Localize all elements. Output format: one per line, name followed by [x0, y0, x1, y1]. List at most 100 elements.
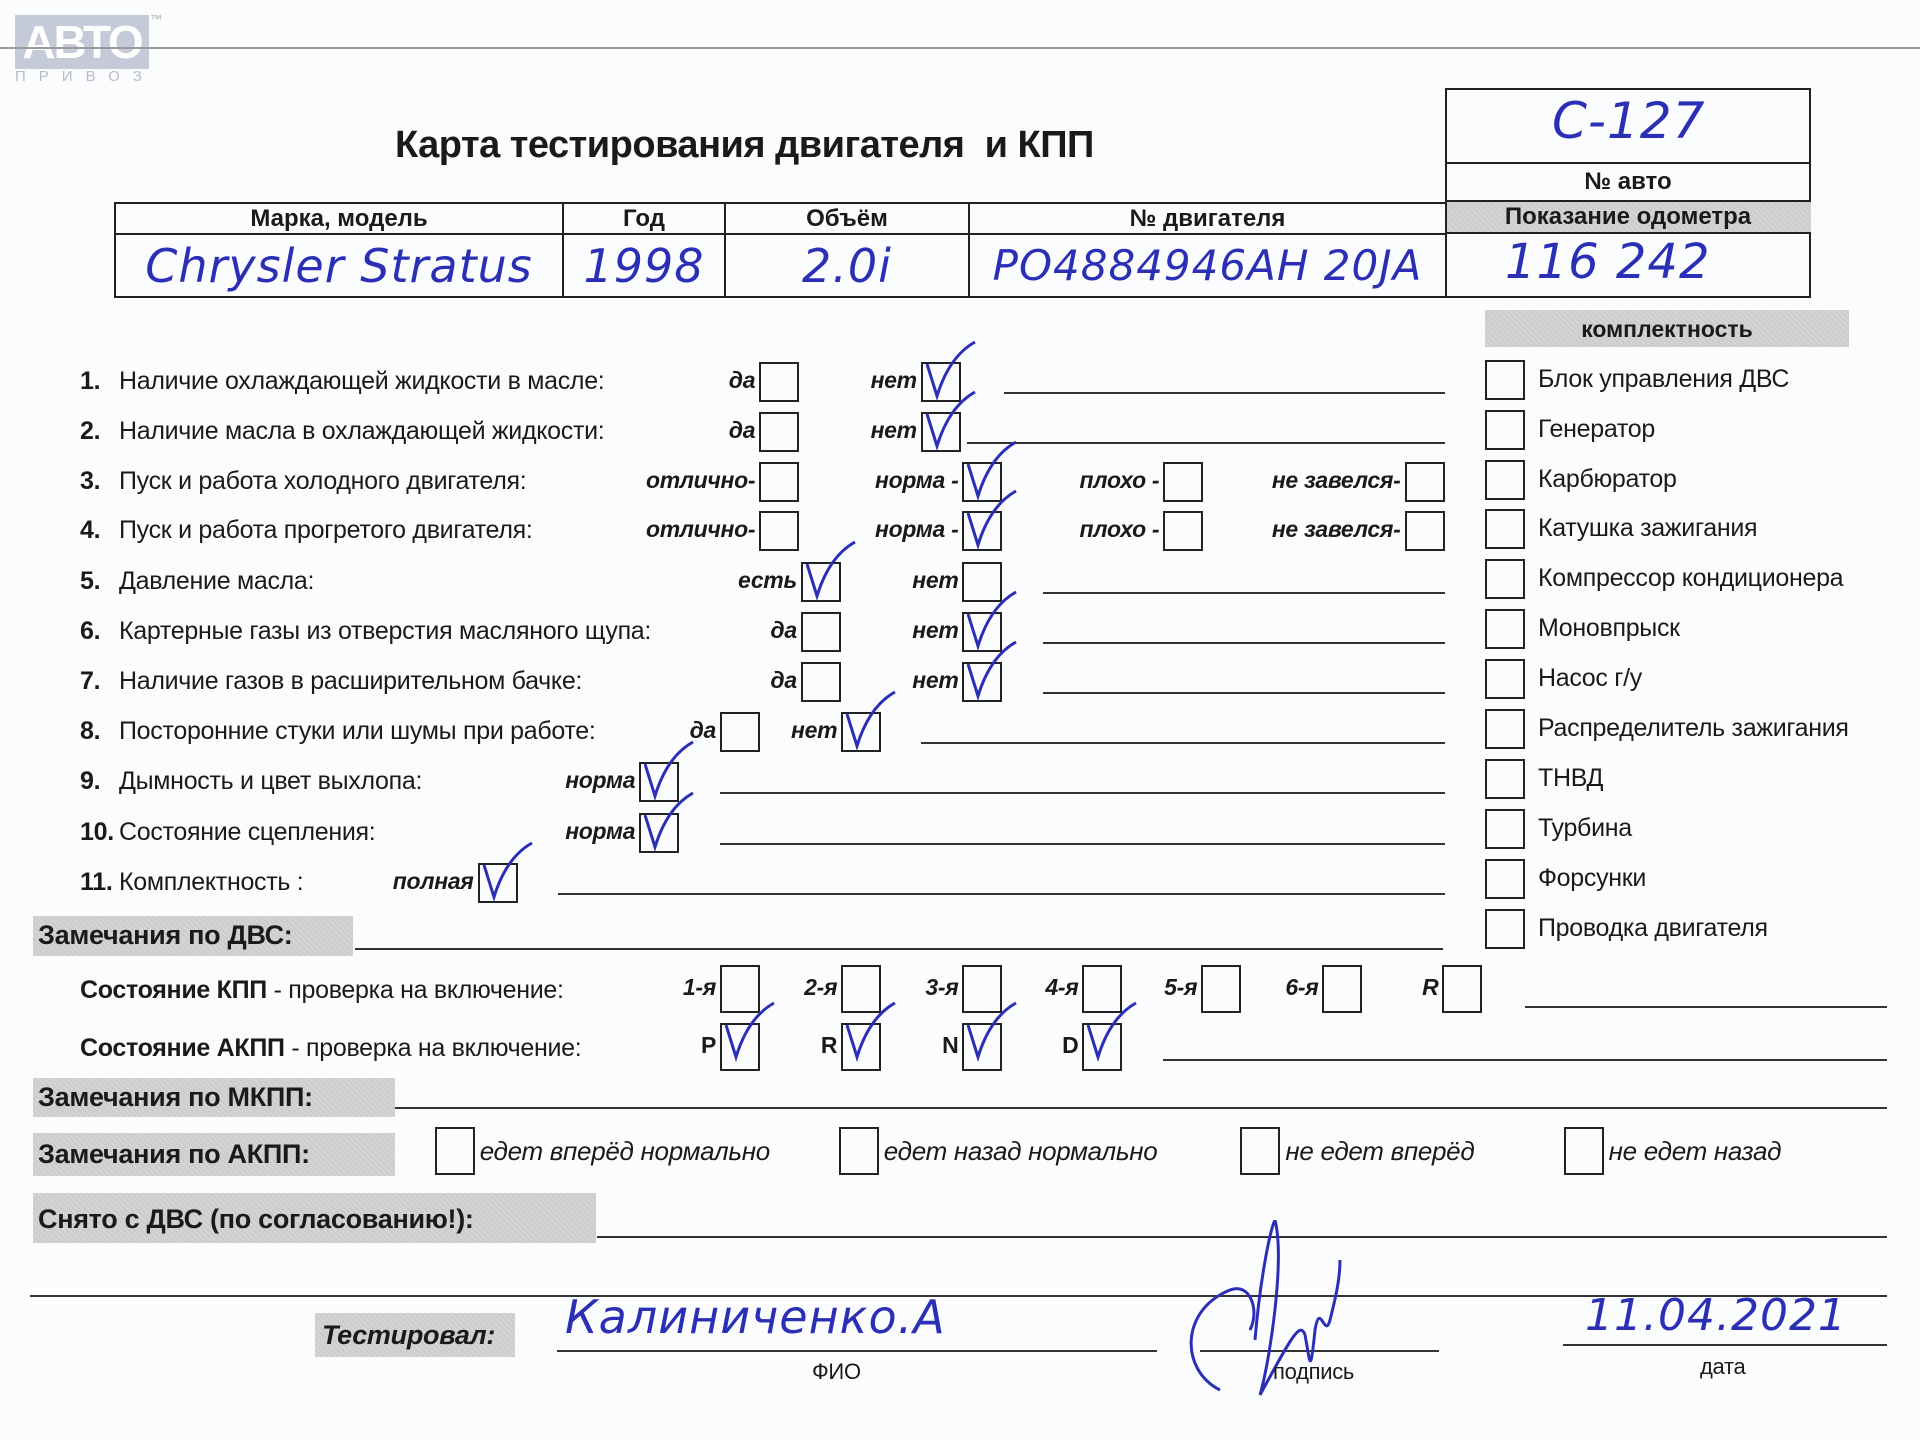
- auto-gearbox-line[interactable]: [1163, 1059, 1887, 1061]
- signature-line[interactable]: [1200, 1350, 1439, 1352]
- checklist-option-checkbox[interactable]: [759, 412, 800, 453]
- manual-gear-checkbox[interactable]: [1082, 965, 1123, 1014]
- checklist-option-checkbox[interactable]: [920, 362, 961, 403]
- completeness-checkbox[interactable]: [1485, 659, 1526, 700]
- tester-name: Калиниченко.А: [565, 1290, 946, 1344]
- completeness-checkbox[interactable]: [1485, 909, 1526, 950]
- checklist-option-checkbox[interactable]: [962, 662, 1003, 703]
- auto-gear-checkbox[interactable]: [720, 1022, 760, 1071]
- auto-remark-checkbox[interactable]: [1563, 1127, 1604, 1176]
- checklist-option-checkbox[interactable]: [1404, 462, 1445, 503]
- completeness-item-label: Блок управления ДВС: [1537, 364, 1790, 393]
- odometer-label: Показание одометра: [1504, 203, 1752, 230]
- completeness-checkbox[interactable]: [1485, 559, 1526, 600]
- tester-bar: [315, 1313, 515, 1357]
- checklist-label: Наличие охлаждающей жидкости в масле:: [119, 367, 605, 396]
- car-number-value: С-127: [1552, 92, 1706, 150]
- checklist-number: 1.: [80, 367, 101, 396]
- checklist-option-checkbox[interactable]: [841, 712, 882, 753]
- checklist-option-checkbox[interactable]: [759, 511, 800, 552]
- checklist-label: Посторонние стуки или шумы при работе:: [119, 717, 596, 746]
- checklist-label: Пуск и работа холодного двигателя:: [119, 467, 527, 496]
- manual-gear-label: 2-я: [804, 974, 838, 1001]
- manual-gear-checkbox[interactable]: [1322, 965, 1363, 1014]
- engine-remarks-bar: [33, 916, 353, 956]
- auto-remark-checkbox[interactable]: [434, 1127, 475, 1176]
- checklist-option-checkbox[interactable]: [800, 662, 841, 703]
- checklist-option-checkbox[interactable]: [639, 762, 680, 803]
- checklist-option-checkbox[interactable]: [720, 712, 760, 753]
- completeness-checkbox[interactable]: [1485, 709, 1526, 750]
- auto-remark-checkbox[interactable]: [1240, 1127, 1281, 1176]
- removed-line[interactable]: [597, 1236, 1887, 1238]
- auto-gear-checkbox[interactable]: [962, 1022, 1003, 1071]
- completeness-checkbox[interactable]: [1485, 859, 1526, 900]
- checklist-number: 7.: [80, 667, 101, 696]
- checklist-option-checkbox[interactable]: [962, 462, 1003, 503]
- checklist-note-line[interactable]: [720, 792, 1445, 795]
- top-divider: [0, 47, 1920, 49]
- checklist-note-line[interactable]: [920, 742, 1445, 745]
- manual-gearbox-line[interactable]: [1525, 1006, 1887, 1008]
- completeness-item-label: Катушка зажигания: [1537, 514, 1758, 543]
- name-line[interactable]: [557, 1350, 1157, 1352]
- completeness-checkbox[interactable]: [1485, 509, 1526, 550]
- checklist-option-checkbox[interactable]: [920, 412, 961, 453]
- manual-gearbox-label: Состояние КПП - проверка на включение:: [80, 976, 564, 1005]
- checklist-option-checkbox[interactable]: [962, 611, 1003, 652]
- extra-line[interactable]: [30, 1295, 1887, 1297]
- engine-remarks-line[interactable]: [355, 948, 1443, 950]
- checklist-option-checkbox[interactable]: [477, 862, 518, 903]
- manual-remarks-line[interactable]: [395, 1107, 1887, 1109]
- completeness-checkbox[interactable]: [1485, 809, 1526, 850]
- completeness-checkbox[interactable]: [1485, 759, 1526, 800]
- car-number-label: № авто: [1584, 168, 1672, 195]
- manual-gear-checkbox[interactable]: [962, 965, 1003, 1014]
- checklist-number: 2.: [80, 417, 101, 446]
- checklist-option-checkbox[interactable]: [800, 611, 841, 652]
- manual-gear-checkbox[interactable]: [1201, 965, 1242, 1014]
- checklist-option-checkbox[interactable]: [1404, 511, 1445, 552]
- completeness-checkbox[interactable]: [1485, 359, 1526, 400]
- checklist-option-checkbox[interactable]: [639, 812, 680, 853]
- checklist-note-line[interactable]: [1043, 692, 1445, 695]
- auto-gear-checkbox[interactable]: [841, 1022, 882, 1071]
- auto-gear-checkbox[interactable]: [1082, 1022, 1123, 1071]
- checklist-note-line[interactable]: [1004, 392, 1445, 395]
- checklist-option-label: плохо -: [1079, 516, 1160, 543]
- checklist-option-label: отлично-: [646, 516, 756, 543]
- checklist-option-label: норма: [565, 817, 636, 844]
- checklist-option-checkbox[interactable]: [962, 511, 1003, 552]
- manual-gear-label: 5-я: [1164, 974, 1198, 1001]
- checklist-option-label: нет: [912, 667, 959, 694]
- completeness-checkbox[interactable]: [1485, 409, 1526, 450]
- manual-gear-checkbox[interactable]: [1442, 965, 1483, 1014]
- checklist-note-line[interactable]: [967, 442, 1445, 445]
- test-date: 11.04.2021: [1585, 1290, 1847, 1341]
- checklist-note-line[interactable]: [720, 842, 1445, 845]
- checklist-note-line[interactable]: [558, 892, 1445, 895]
- checklist-label: Наличие масла в охлаждающей жидкости:: [119, 417, 605, 446]
- checklist-option-checkbox[interactable]: [759, 462, 800, 503]
- completeness-item-label: Карбюратор: [1537, 464, 1677, 493]
- date-line[interactable]: [1563, 1344, 1887, 1346]
- checklist-option-checkbox[interactable]: [800, 561, 841, 602]
- page-title: Карта тестирования двигателя и КПП: [395, 124, 1094, 166]
- checklist-option-checkbox[interactable]: [962, 561, 1003, 602]
- completeness-checkbox[interactable]: [1485, 459, 1526, 500]
- manual-gear-label: 4-я: [1045, 974, 1079, 1001]
- checklist-option-checkbox[interactable]: [759, 362, 800, 403]
- manual-gear-checkbox[interactable]: [841, 965, 882, 1014]
- completeness-item-label: Турбина: [1537, 814, 1632, 843]
- checklist-label: Давление масла:: [119, 566, 315, 595]
- manual-gear-checkbox[interactable]: [720, 965, 760, 1014]
- manual-gearbox-title: Состояние КПП: [80, 976, 267, 1004]
- completeness-item-label: Насос г/у: [1537, 664, 1642, 693]
- checklist-option-checkbox[interactable]: [1163, 511, 1204, 552]
- checklist-option-checkbox[interactable]: [1163, 462, 1204, 503]
- checklist-note-line[interactable]: [1043, 591, 1445, 594]
- completeness-checkbox[interactable]: [1485, 609, 1526, 650]
- checklist-option-label: норма: [565, 767, 636, 794]
- checklist-note-line[interactable]: [1043, 641, 1445, 644]
- auto-remark-checkbox[interactable]: [838, 1127, 879, 1176]
